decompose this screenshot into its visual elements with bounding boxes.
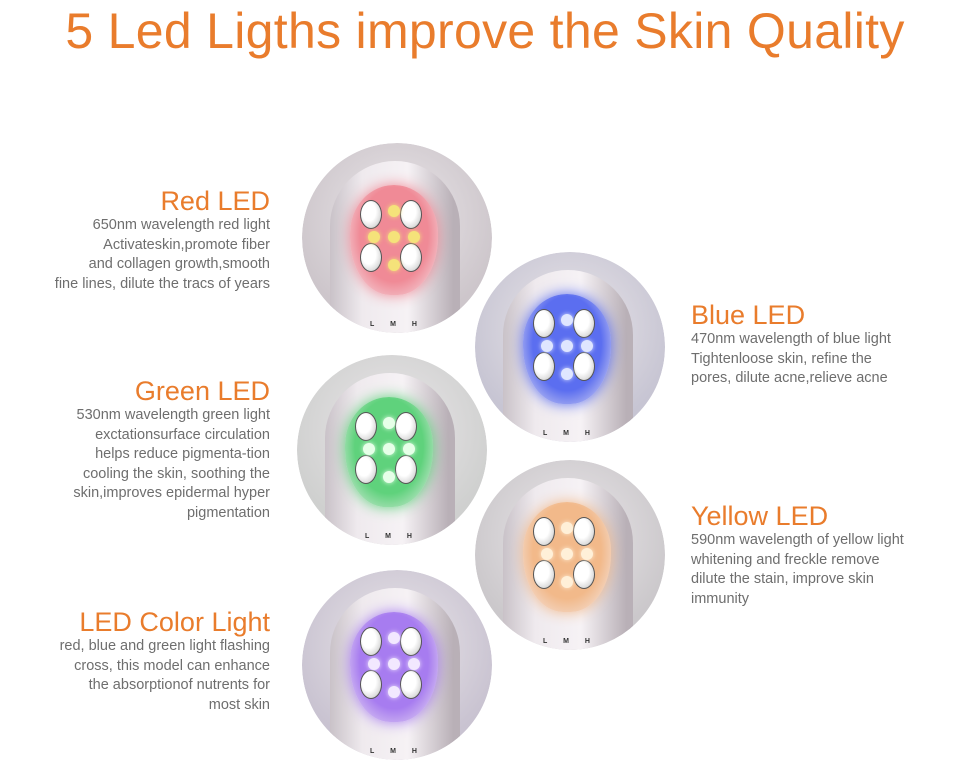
led-dot [388,632,400,644]
led-dot [383,417,395,429]
led-dot [581,340,593,352]
led-dot [383,471,395,483]
yellow-led-photo: L M H [475,460,665,650]
electrode [533,560,555,589]
led-dot [581,548,593,560]
electrode [400,670,422,699]
led-dot [408,231,420,243]
color-light-heading: LED Color Light [79,607,270,637]
electrode [573,560,595,589]
electrode [400,243,422,272]
led-dot [388,686,400,698]
led-dot [403,443,415,455]
device-head-glow [523,502,611,612]
electrode [355,412,377,441]
blue-led-description: 470nm wavelength of blue light Tightenlo… [691,331,891,386]
led-dot [363,443,375,455]
led-dot [388,231,400,243]
color-light-description: red, blue and green light flashing cross… [59,638,270,713]
electrode [533,352,555,381]
red-led-text: Red LED 650nm wavelength red light Activ… [10,186,270,294]
led-dot [368,658,380,670]
electrode [395,455,417,484]
green-led-description: 530nm wavelength green light exctationsu… [73,407,270,521]
blue-led-heading: Blue LED [691,300,806,330]
red-led-heading: Red LED [160,186,270,216]
electrode [360,670,382,699]
yellow-led-heading: Yellow LED [691,501,829,531]
led-dot [561,340,573,352]
electrode [400,200,422,229]
page-title: 5 Led Ligths improve the Skin Quality [65,3,905,59]
device-head-glow [523,294,611,404]
led-dot [368,231,380,243]
led-dot [541,548,553,560]
intensity-label: L M H [543,638,597,645]
led-dot [388,658,400,670]
led-dot [388,205,400,217]
yellow-led-description: 590nm wavelength of yellow light whiteni… [691,532,904,607]
led-dot [541,340,553,352]
electrode [533,309,555,338]
intensity-label: L M H [365,533,419,540]
led-dot [561,548,573,560]
intensity-label: L M H [370,321,424,328]
led-dot [408,658,420,670]
led-dot [561,368,573,380]
electrode [360,627,382,656]
electrode [355,455,377,484]
yellow-led-text: Yellow LED 590nm wavelength of yellow li… [691,501,961,609]
green-led-photo: L M H [297,355,487,545]
intensity-label: L M H [370,748,424,755]
electrode [573,517,595,546]
device-head-glow [350,185,438,295]
electrode [395,412,417,441]
led-dot [388,259,400,271]
electrode [573,352,595,381]
device-head-glow [350,612,438,722]
led-dot [561,522,573,534]
led-dot [561,576,573,588]
device-head-glow [345,397,433,507]
red-led-photo: L M H [302,143,492,333]
electrode [360,200,382,229]
green-led-text: Green LED 530nm wavelength green light e… [10,376,270,523]
color-light-photo: L M H [302,570,492,760]
red-led-description: 650nm wavelength red light Activateskin,… [54,217,270,292]
electrode [533,517,555,546]
led-dot [383,443,395,455]
color-light-text: LED Color Light red, blue and green ligh… [10,607,270,715]
electrode [400,627,422,656]
electrode [360,243,382,272]
electrode [573,309,595,338]
blue-led-photo: L M H [475,252,665,442]
green-led-heading: Green LED [134,376,270,406]
intensity-label: L M H [543,430,597,437]
led-dot [561,314,573,326]
blue-led-text: Blue LED 470nm wavelength of blue light … [691,300,951,389]
